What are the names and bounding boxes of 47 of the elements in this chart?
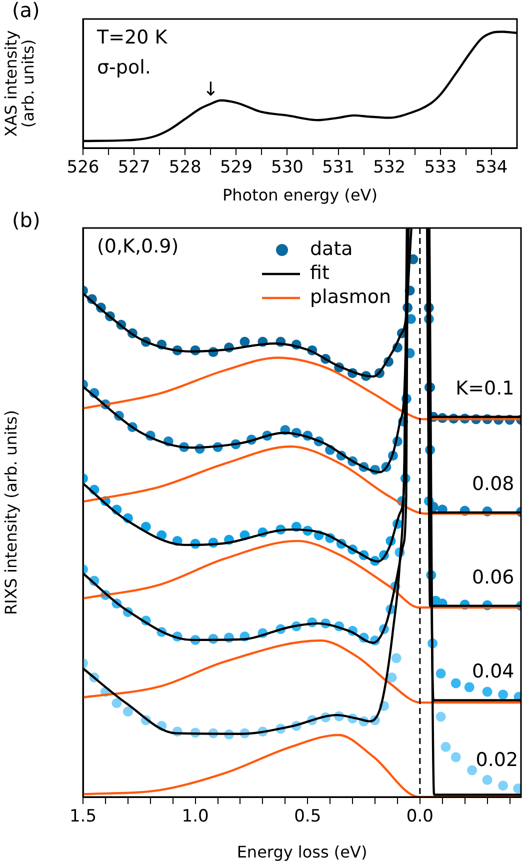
x-tick-label: 1.5 [69,806,97,827]
x-axis-title: Photon energy (eV) [222,186,378,205]
point [450,752,461,762]
annotation: K=0.1 [456,377,514,400]
point [440,742,451,752]
x-axis-title: Energy loss (eV) [236,842,368,862]
annotation: 0.06 [472,566,514,588]
x-tick-label: 526 [66,158,100,178]
x-tick-label: 533 [424,158,457,178]
text: (b) [12,208,40,232]
x-tick-label: 534 [475,158,508,178]
annotation: 0.02 [476,748,518,771]
x-tick-label: 532 [373,158,406,178]
x-tick-label: 527 [118,158,150,178]
annotation: T=20 K [96,26,168,48]
legend-label: fit [310,262,330,284]
x-tick-label: 528 [168,158,202,178]
point [386,672,397,683]
y-axis-title: RIXS intensity (arb. units) [2,410,21,616]
annotation: σ-pol. [97,56,151,78]
point [240,336,250,347]
y-axis-title: XAS intensity (arb. units) [2,30,38,137]
point [482,774,492,785]
annotation: 0.04 [472,660,514,683]
point [467,765,478,776]
point [498,780,508,791]
annotation: ↓ [202,78,219,100]
point [391,653,402,664]
x-tick-label: 0.5 [294,806,322,827]
x-tick-label: 1.0 [182,806,209,827]
point [450,678,461,688]
x-tick-label: 529 [220,158,252,178]
point [498,690,508,700]
x-tick-label: 531 [322,158,355,178]
annotation: 0.08 [472,472,514,495]
point [482,686,492,697]
x-tick-label: 0.0 [406,806,434,827]
legend-label: plasmon [310,286,392,308]
x-tick-label: 530 [271,158,304,178]
legend-label: data [310,238,353,260]
point [436,712,446,722]
annotation: (0,K,0.9) [97,235,179,258]
point [436,668,446,679]
text: (a) [12,0,40,22]
point [464,682,474,692]
point [112,698,122,708]
point [122,706,133,717]
